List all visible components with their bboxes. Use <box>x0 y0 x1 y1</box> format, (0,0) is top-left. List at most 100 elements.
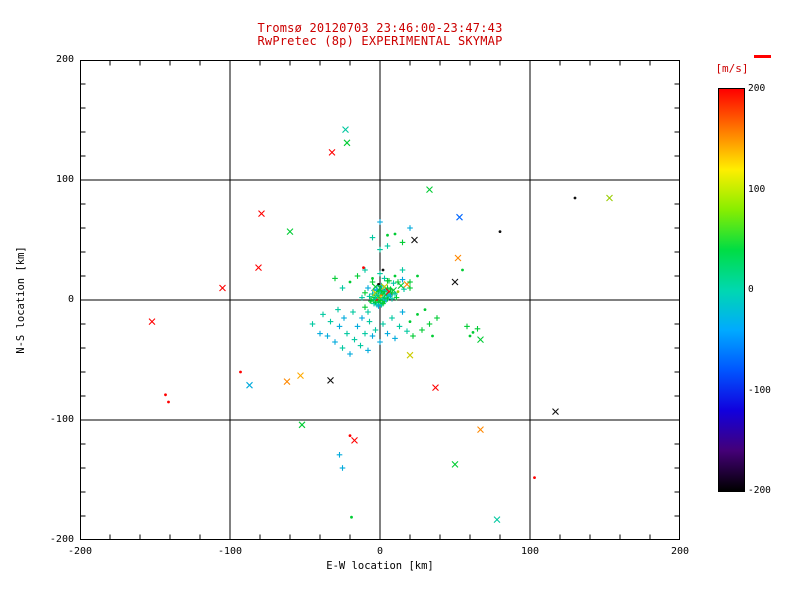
data-point <box>393 294 400 301</box>
data-point <box>366 293 373 300</box>
x-tick-label: -100 <box>217 546 243 557</box>
x-tick-label: 0 <box>376 546 384 557</box>
data-point <box>426 321 433 327</box>
data-point <box>386 233 389 237</box>
data-point <box>396 323 403 330</box>
data-point <box>283 378 291 385</box>
colorbar-tick-label: 100 <box>748 183 766 195</box>
data-point <box>348 280 352 284</box>
data-point <box>377 246 383 253</box>
y-tick-label: -100 <box>49 414 74 425</box>
data-point <box>406 351 414 359</box>
data-point <box>357 342 364 349</box>
data-point <box>258 210 265 217</box>
data-point <box>384 330 391 337</box>
data-point <box>404 328 410 334</box>
data-point <box>410 333 416 339</box>
data-point <box>365 309 371 315</box>
colorbar-top-marker <box>754 55 771 58</box>
colorbar-tick-label: 0 <box>748 284 754 295</box>
data-point <box>148 318 156 325</box>
data-point <box>332 275 338 282</box>
data-point <box>348 434 352 437</box>
data-point <box>419 327 425 333</box>
data-point <box>471 331 475 334</box>
data-point <box>399 309 406 315</box>
data-point <box>461 268 464 272</box>
data-point <box>328 149 336 156</box>
x-tick-label: 100 <box>520 546 540 557</box>
data-point <box>339 285 346 291</box>
data-point <box>339 465 346 471</box>
data-point <box>381 275 388 282</box>
data-point <box>246 381 253 389</box>
data-point <box>366 318 373 325</box>
data-point <box>407 225 413 231</box>
plot-area <box>80 60 680 540</box>
data-point <box>354 273 361 279</box>
data-point <box>317 330 323 337</box>
data-point <box>468 334 472 338</box>
data-point <box>416 274 419 278</box>
data-point <box>533 476 536 479</box>
colorbar-tick-label: -200 <box>748 485 771 496</box>
data-point <box>342 126 349 133</box>
data-point <box>359 294 365 301</box>
data-point <box>392 291 398 297</box>
data-point <box>286 228 294 235</box>
data-point <box>351 437 358 444</box>
data-point <box>407 285 413 291</box>
data-point <box>298 421 306 429</box>
data-point <box>407 279 413 285</box>
data-point <box>464 323 470 330</box>
data-point <box>431 334 434 338</box>
data-point <box>396 290 400 293</box>
data-point <box>362 266 365 269</box>
data-point <box>369 279 376 285</box>
data-point <box>320 311 326 318</box>
data-point <box>477 426 484 433</box>
data-point <box>372 327 379 333</box>
data-point <box>369 333 376 339</box>
colorbar <box>718 88 745 492</box>
data-point <box>380 321 386 327</box>
data-point <box>399 239 406 246</box>
data-point <box>351 336 358 343</box>
data-point <box>477 336 484 343</box>
data-point <box>498 230 502 234</box>
data-point <box>350 515 353 519</box>
data-point <box>454 254 462 262</box>
data-point <box>411 236 418 244</box>
data-point <box>362 304 368 310</box>
data-point <box>392 335 398 342</box>
data-point <box>416 313 419 316</box>
data-point <box>336 323 343 330</box>
data-point <box>375 303 382 309</box>
plot-subtitle: RwPretec (8p) EXPERIMENTAL SKYMAP <box>257 34 503 48</box>
data-point <box>164 393 167 397</box>
data-point <box>371 277 374 280</box>
data-point <box>377 270 383 277</box>
colorbar-tick-label: -100 <box>748 384 771 396</box>
data-point <box>423 308 427 311</box>
data-point <box>339 345 346 351</box>
data-point <box>341 315 347 321</box>
data-point <box>362 267 368 273</box>
data-point <box>167 400 170 404</box>
data-point <box>493 516 501 523</box>
data-point <box>456 213 463 221</box>
data-point <box>324 333 331 339</box>
data-point <box>451 278 459 286</box>
data-point <box>365 347 371 354</box>
data-point <box>369 234 376 241</box>
data-point <box>327 377 334 384</box>
data-point <box>239 370 242 374</box>
x-axis-label: E-W location [km] <box>326 560 434 572</box>
data-point <box>432 384 439 391</box>
data-point <box>393 232 397 236</box>
data-point <box>384 243 391 249</box>
data-point <box>335 306 341 313</box>
scatter-plot-canvas <box>80 60 680 540</box>
data-point <box>474 326 481 332</box>
